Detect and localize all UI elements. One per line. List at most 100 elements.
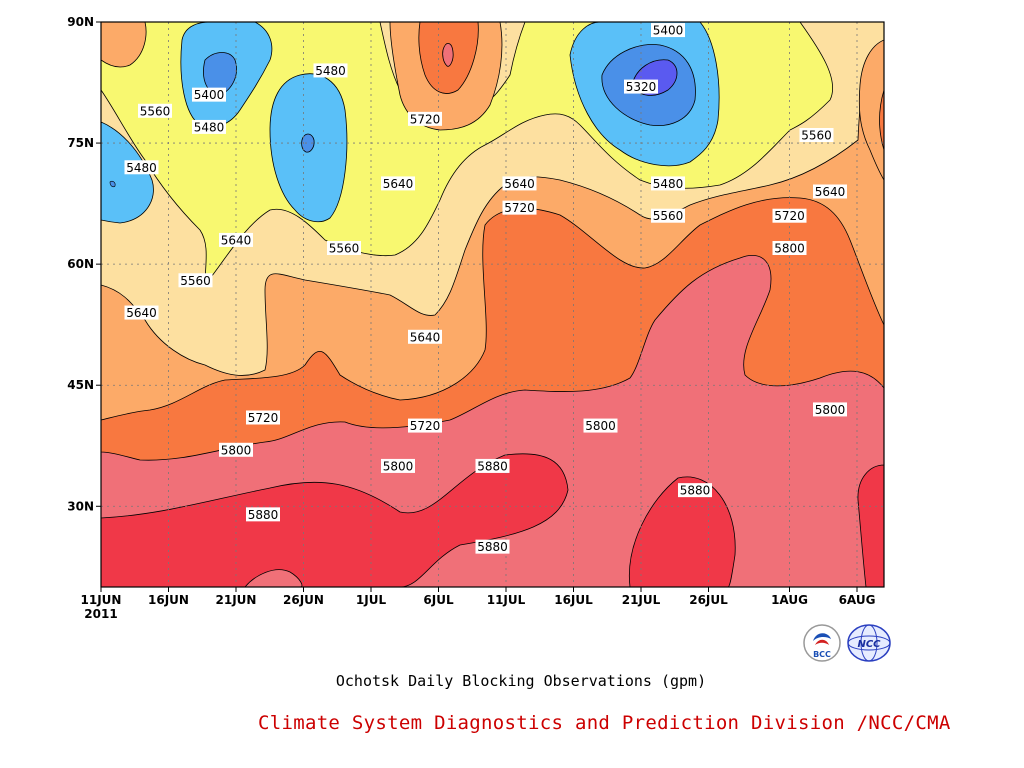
contour-label-bg (502, 176, 537, 191)
contour-label-text: 5720 (248, 411, 279, 425)
contour-label-text: 5800 (774, 242, 805, 256)
contour-label: 5560 (799, 128, 834, 143)
band-below-5880-hole (244, 569, 303, 587)
contour-label: 5400 (651, 23, 685, 38)
y-tick-label: 45N (67, 378, 94, 392)
contour-label-bg (178, 273, 213, 288)
contour-label-bg (192, 119, 226, 134)
contour-label-text: 5800 (383, 459, 414, 473)
contour-label: 5800 (772, 241, 807, 256)
band-5320-5400-jun26 (301, 133, 315, 153)
x-tick-label: 6JUL (423, 593, 454, 607)
y-tick-label: 90N (67, 15, 94, 29)
contour-label-text: 5560 (653, 209, 684, 223)
contour-label-bg (475, 458, 510, 473)
contour-label-text: 5560 (140, 104, 171, 118)
contour-label-text: 5560 (180, 274, 211, 288)
contour-label-text: 5720 (410, 419, 441, 433)
contour-label-bg (651, 23, 685, 38)
chart-title: Ochotsk Daily Blocking Observations (gpm… (335, 672, 707, 690)
band-5640-5720-topleft (101, 22, 147, 68)
x-tick-label: 1JUL (356, 593, 387, 607)
band-above-5880-aug (857, 464, 884, 587)
contour-label: 5640 (813, 184, 847, 199)
contour-label: 5640 (124, 305, 159, 320)
x-tick-label: 16JUL (554, 593, 593, 607)
contour-label: 5720 (502, 200, 537, 215)
contour-label-bg (651, 176, 685, 191)
contour-label-bg (246, 507, 280, 522)
contour-label-text: 5720 (774, 209, 805, 223)
contour-label-bg (138, 103, 172, 118)
contour-label: 5880 (678, 483, 712, 498)
contour-label: 5640 (502, 176, 537, 191)
contour-label: 5720 (772, 208, 807, 223)
contour-label-text: 5720 (410, 112, 441, 126)
contour-label-bg (327, 241, 361, 255)
contour-label: 5720 (408, 418, 442, 433)
contour-label: 5400 (192, 87, 226, 102)
ncc-logo-text: NCC (857, 639, 881, 650)
contour-label-text: 5880 (248, 508, 279, 522)
contour-label-text: 5560 (329, 242, 360, 256)
contour-label-bg (813, 184, 847, 199)
y-tick-label: 75N (67, 136, 94, 150)
band-5800-5880-jul6-top (442, 43, 454, 67)
x-tick-label: 16JUN (148, 593, 189, 607)
contour-label: 5560 (178, 273, 213, 288)
contour-label-bg (772, 241, 807, 255)
contour-label: 5640 (219, 232, 253, 247)
plot-frame (100, 21, 885, 588)
contour-label-bg (124, 160, 159, 175)
contour-label-bg (408, 329, 442, 344)
contour-label: 5800 (381, 458, 415, 473)
contour-label: 5480 (124, 160, 159, 175)
contour-label-bg (219, 232, 253, 247)
contour-label-text: 5480 (653, 177, 684, 191)
contour-fill-layer (101, 22, 884, 587)
contour-label: 5720 (408, 111, 442, 126)
band-5320-5400-jun16 (203, 52, 237, 96)
x-tick-label: 11JUN (81, 593, 122, 607)
contour-label: 5800 (219, 442, 253, 457)
contour-label-bg (381, 176, 415, 191)
contour-label-text: 5880 (477, 459, 508, 473)
contour-label: 5720 (246, 410, 280, 425)
contour-label-bg (651, 208, 685, 223)
contour-label-bg (408, 111, 442, 126)
contour-label: 5480 (192, 119, 226, 134)
x-tick-label: 26JUN (283, 593, 324, 607)
contour-label-bg (408, 418, 442, 433)
contour-label-text: 5640 (815, 185, 846, 199)
contour-label-bg (624, 79, 658, 94)
contour-label-text: 5400 (194, 88, 225, 102)
contour-label-text: 5720 (504, 201, 535, 215)
contour-label: 5560 (327, 241, 361, 256)
contour-label-text: 5560 (801, 129, 832, 143)
contour-label: 5880 (246, 507, 280, 522)
contour-label-text: 5640 (410, 330, 441, 344)
contour-label-bg (313, 63, 348, 78)
contour-label: 5560 (651, 208, 685, 223)
contour-label-bg (246, 410, 280, 425)
contour-label: 5640 (381, 176, 415, 191)
contour-label-text: 5400 (653, 24, 684, 38)
x-tick-label: 1AUG (771, 593, 808, 607)
x-tick-label: 6AUG (839, 593, 876, 607)
credit-text: Climate System Diagnostics and Predictio… (258, 712, 951, 734)
bcc-logo: BCC (803, 624, 841, 662)
contour-label-text: 5880 (477, 540, 508, 554)
contour-label-text: 5800 (221, 443, 252, 457)
x-year-label: 2011 (84, 607, 117, 621)
band-5640-5720-topright (858, 39, 884, 181)
contour-label-bg (583, 418, 618, 433)
x-tick-label: 26JUL (689, 593, 728, 607)
contour-label: 5800 (813, 402, 847, 417)
contour-label: 5480 (651, 176, 685, 191)
band-5320-5400-left (109, 180, 116, 188)
contour-label-text: 5320 (626, 80, 657, 94)
contour-label-text: 5640 (383, 177, 414, 191)
contour-label-text: 5800 (585, 419, 616, 433)
contour-label-text: 5480 (315, 64, 346, 78)
